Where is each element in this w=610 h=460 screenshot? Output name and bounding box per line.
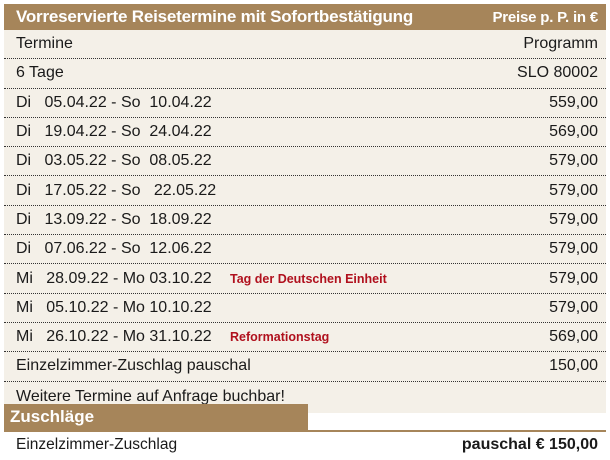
surcharges-divider (4, 430, 606, 432)
date-range: Di 13.09.22 - So 18.09.22 (16, 210, 212, 228)
price: 579,00 (549, 181, 598, 199)
price: 579,00 (549, 152, 598, 170)
dates-table: Termine Programm 6 Tage SLO 80002 Di 05.… (4, 30, 606, 413)
price: 579,00 (549, 240, 598, 258)
table-row: Di 19.04.22 - So 24.04.22 569,00 (4, 118, 606, 148)
single-room-price: 150,00 (549, 357, 598, 375)
holiday-note: Tag der Deutschen Einheit (230, 271, 387, 286)
table-head-row: Termine Programm (4, 30, 606, 60)
holiday-note: Reformationstag (230, 330, 330, 345)
surcharge-price: pauschal € 150,00 (461, 436, 598, 453)
header-bar: Vorreservierte Reisetermine mit Sofortbe… (4, 4, 606, 30)
price: 569,00 (549, 123, 598, 141)
more-dates-row: Weitere Termine auf Anfrage buchbar! (4, 382, 606, 413)
duration-label: 6 Tage (16, 64, 64, 82)
table-row: Di 05.04.22 - So 10.04.22 559,00 (4, 89, 606, 118)
table-row: Di 03.05.22 - So 08.05.22 579,00 (4, 147, 606, 177)
table-row: Di 17.05.22 - So 22.05.22 579,00 (4, 176, 606, 206)
header-price-note: Preise p. P. in € (492, 8, 598, 26)
col-programm-label: Programm (523, 35, 598, 53)
price: 569,00 (549, 328, 598, 346)
single-room-label: Einzelzimmer-Zuschlag pauschal (16, 357, 251, 375)
table-row: Mi 26.10.22 - Mo 31.10.22 Reformationsta… (4, 323, 606, 353)
date-range: Mi 28.09.22 - Mo 03.10.22 (16, 269, 212, 287)
surcharge-row: Einzelzimmer-Zuschlag pauschal € 150,00 (4, 432, 606, 458)
more-dates-text: Weitere Termine auf Anfrage buchbar! (16, 388, 285, 406)
price: 579,00 (549, 269, 598, 287)
price: 579,00 (549, 210, 598, 228)
date-range: Di 07.06.22 - So 12.06.22 (16, 240, 212, 258)
program-code: SLO 80002 (517, 64, 598, 82)
price: 579,00 (549, 298, 598, 316)
header-title: Vorreservierte Reisetermine mit Sofortbe… (16, 7, 414, 26)
date-range: Mi 26.10.22 - Mo 31.10.22 (16, 328, 212, 346)
date-range: Di 05.04.22 - So 10.04.22 (16, 93, 212, 111)
col-termine-label: Termine (16, 35, 73, 53)
date-range: Mi 05.10.22 - Mo 10.10.22 (16, 298, 212, 316)
price: 559,00 (549, 93, 598, 111)
table-row: Mi 05.10.22 - Mo 10.10.22 579,00 (4, 294, 606, 323)
date-range: Di 19.04.22 - So 24.04.22 (16, 123, 212, 141)
single-room-row: Einzelzimmer-Zuschlag pauschal 150,00 (4, 352, 606, 382)
duration-row: 6 Tage SLO 80002 (4, 59, 606, 89)
date-range: Di 17.05.22 - So 22.05.22 (16, 181, 217, 199)
table-row: Di 13.09.22 - So 18.09.22 579,00 (4, 206, 606, 236)
date-range: Di 03.05.22 - So 08.05.22 (16, 152, 212, 170)
surcharge-label: Einzelzimmer-Zuschlag (16, 436, 178, 453)
table-row: Di 07.06.22 - So 12.06.22 579,00 (4, 235, 606, 265)
surcharges-header: Zuschläge (4, 404, 308, 430)
table-row: Mi 28.09.22 - Mo 03.10.22 Tag der Deutsc… (4, 264, 606, 294)
surcharges-title: Zuschläge (10, 407, 95, 426)
